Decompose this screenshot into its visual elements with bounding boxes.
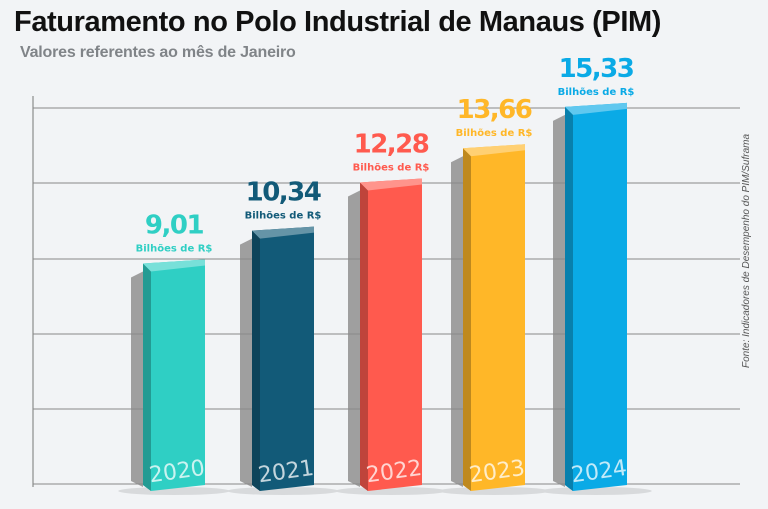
bar-shadow <box>348 190 360 487</box>
bar-top <box>565 102 627 115</box>
bar-floor-shadow <box>118 487 230 495</box>
bar-side <box>360 182 368 491</box>
bar-shadow <box>240 238 252 487</box>
value-label: 10,34 <box>246 178 321 208</box>
unit-label: Bilhões de R$ <box>136 244 213 255</box>
bar-shadow <box>553 114 565 487</box>
bar-side <box>565 106 573 491</box>
bar-shadow <box>131 271 143 487</box>
bar <box>360 178 422 491</box>
bar <box>252 226 314 491</box>
bar-side <box>143 263 151 491</box>
chart-subtitle: Valores referentes ao mês de Janeiro <box>20 44 296 61</box>
value-label: 12,28 <box>354 129 429 159</box>
value-label: 15,33 <box>559 54 634 84</box>
bar <box>143 259 205 491</box>
value-label: 9,01 <box>145 211 204 241</box>
bar-top <box>252 226 314 239</box>
bar-shadow <box>451 156 463 487</box>
bar-floor-shadow <box>540 487 652 495</box>
chart-title: Faturamento no Polo Industrial de Manaus… <box>14 6 662 38</box>
unit-label: Bilhões de R$ <box>353 162 430 173</box>
unit-label: Bilhões de R$ <box>558 87 635 98</box>
bar-side <box>463 148 471 491</box>
value-label: 13,66 <box>457 95 532 125</box>
bar-floor-shadow <box>438 487 550 495</box>
bar-floor-shadow <box>227 487 339 495</box>
bar <box>565 102 627 491</box>
unit-label: Bilhões de R$ <box>456 128 533 139</box>
unit-label: Bilhões de R$ <box>245 211 322 222</box>
bar-top <box>360 178 422 191</box>
bar <box>463 144 525 491</box>
bar-top <box>143 259 205 272</box>
bar-top <box>463 144 525 157</box>
bar-side <box>252 230 260 491</box>
bar-floor-shadow <box>335 487 447 495</box>
